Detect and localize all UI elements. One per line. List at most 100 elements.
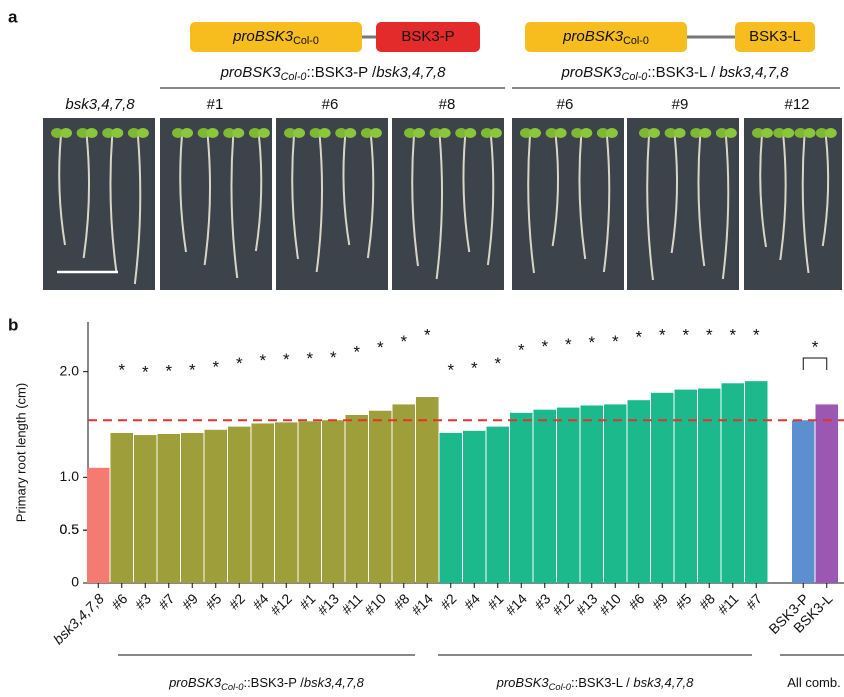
label-part: proBSK3 (168, 675, 222, 690)
label-part: ::BSK3-L / (571, 675, 633, 690)
bar (604, 404, 627, 583)
significance-mark: * (142, 363, 149, 382)
label-part: Col-0 (221, 682, 244, 692)
bar (275, 422, 298, 583)
seedling-photo (160, 118, 272, 290)
cotyledon (60, 128, 72, 138)
significance-mark: * (471, 358, 478, 377)
cotyledon (529, 128, 541, 138)
bar (252, 423, 275, 583)
label-part: bsk3,4,7,8 (376, 64, 446, 81)
significance-mark: * (541, 337, 548, 356)
x-tick-label: #2 (437, 590, 459, 612)
cotyledon (699, 128, 711, 138)
line-label: #1 (207, 96, 224, 113)
cotyledon (555, 128, 567, 138)
bar (134, 435, 157, 583)
bar (651, 393, 674, 583)
label-part: All comb. (787, 675, 840, 690)
significance-mark: * (353, 342, 360, 361)
cotyledon (825, 128, 837, 138)
cotyledon (725, 128, 737, 138)
panel-label: b (8, 315, 18, 334)
bar (299, 421, 322, 583)
x-tick-label: #5 (202, 590, 224, 612)
x-tick-label: #7 (743, 590, 765, 612)
significance-mark: * (682, 325, 689, 344)
comparison-label: * (812, 337, 819, 356)
line-label: #9 (672, 96, 689, 113)
rich-label: proBSK3Col-0::BSK3-P /bsk3,4,7,8 (220, 64, 446, 83)
cotyledon (648, 128, 660, 138)
cotyledon (674, 128, 686, 138)
label-part: ::BSK3-L / (647, 64, 719, 81)
significance-mark: * (330, 348, 337, 367)
x-tick-label: #14 (408, 590, 436, 618)
label-part: proBSK3 (562, 28, 624, 45)
figure: a b proBSK3Col-0BSK3-PproBSK3Col-0BSK3-L… (0, 0, 844, 697)
label-part: ::BSK3-P / (306, 64, 377, 81)
label-part: proBSK3 (220, 64, 282, 81)
cotyledon (761, 128, 773, 138)
bar (369, 411, 392, 583)
bar (487, 427, 510, 583)
bar (792, 420, 815, 583)
cotyledon (413, 128, 425, 138)
bar (722, 383, 745, 583)
x-tick-label: #2 (226, 590, 248, 612)
label-part: Col-0 (622, 71, 648, 83)
cotyledon (111, 128, 123, 138)
cotyledon (344, 128, 356, 138)
gene-label: BSK3-P (401, 28, 454, 45)
y-axis-title: Primary root length (cm) (13, 383, 28, 522)
x-tick-label: #10 (596, 590, 624, 618)
rich-label: All comb. (787, 675, 840, 690)
y-tick-label: 1.0 (60, 468, 80, 484)
significance-mark: * (753, 325, 760, 344)
significance-mark: * (306, 349, 313, 368)
bar (463, 431, 486, 583)
label-part: bsk3,4,7,8 (719, 64, 789, 81)
bar (628, 400, 651, 583)
x-tick-label: #8 (696, 590, 718, 612)
x-tick-label: #5 (672, 590, 694, 612)
cotyledon (258, 128, 270, 138)
seedling-photo (627, 118, 739, 290)
cotyledon (207, 128, 219, 138)
bar (205, 430, 228, 583)
bar (510, 413, 533, 583)
y-tick-label: 0.5 (60, 521, 80, 537)
cotyledon (580, 128, 592, 138)
cotyledon (137, 128, 149, 138)
genotype-label: bsk3,4,7,8 (65, 96, 135, 113)
rich-label: proBSK3Col-0::BSK3-L / bsk3,4,7,8 (496, 675, 695, 692)
significance-mark: * (259, 351, 266, 370)
x-tick-label: bsk3,4,7,8 (50, 590, 107, 647)
label-part: proBSK3 (560, 64, 622, 81)
x-tick-label: #7 (155, 590, 177, 612)
bar (440, 433, 463, 583)
y-tick-label: 2.0 (60, 362, 80, 378)
bar (346, 415, 369, 583)
bar (416, 397, 439, 583)
x-tick-label: #12 (549, 590, 577, 618)
bar (581, 405, 604, 583)
comparison-bracket (803, 358, 827, 370)
significance-mark: * (565, 335, 572, 354)
bar (322, 420, 345, 583)
cotyledon (804, 128, 816, 138)
label-part: proBSK3 (496, 675, 550, 690)
cotyledon (464, 128, 476, 138)
label-part: bsk3,4,7,8 (633, 675, 694, 690)
rich-label: proBSK3Col-0::BSK3-P /bsk3,4,7,8 (168, 675, 365, 692)
cotyledon (86, 128, 98, 138)
significance-mark: * (635, 328, 642, 347)
bar (675, 390, 698, 583)
bar (111, 433, 134, 583)
cotyledon (181, 128, 193, 138)
cotyledon (370, 128, 382, 138)
significance-mark: * (588, 333, 595, 352)
x-tick-label: #10 (361, 590, 389, 618)
significance-mark: * (118, 360, 125, 379)
bar (816, 404, 839, 583)
